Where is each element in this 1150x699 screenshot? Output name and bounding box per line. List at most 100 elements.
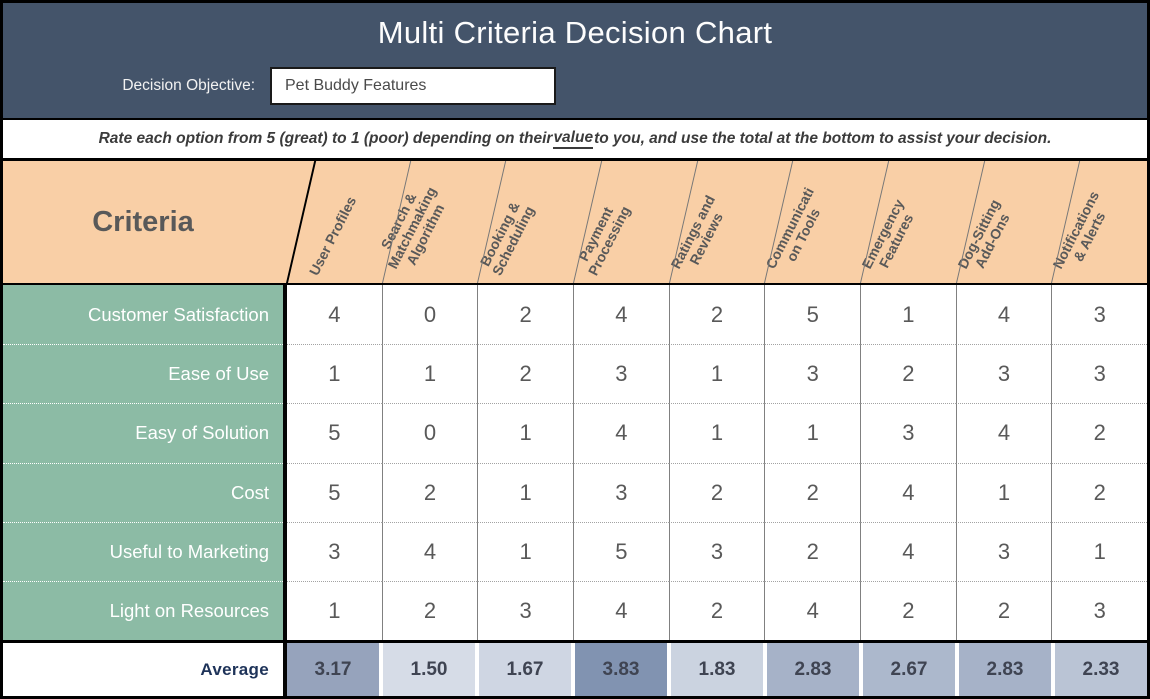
score-cell[interactable]: 2 — [477, 344, 574, 404]
score-cell[interactable]: 3 — [1051, 344, 1148, 404]
column-header-text: Dog-Sitting Add-Ons — [954, 196, 1013, 272]
score-cell[interactable]: 3 — [1051, 580, 1148, 641]
score-cell[interactable]: 5 — [287, 462, 382, 522]
score-cell[interactable]: 1 — [381, 344, 478, 404]
score-cell[interactable]: 1 — [477, 403, 574, 463]
average-cells: 3.17 1.50 1.67 3.83 1.83 2.83 2.67 2.83 2.33 — [283, 643, 1147, 696]
instruction-prefix: Rate each option from 5 (great) to 1 (po… — [98, 130, 553, 147]
score-cell[interactable]: 3 — [860, 403, 956, 463]
score-cell[interactable]: 4 — [573, 285, 669, 345]
objective-label: Decision Objective: — [122, 77, 255, 94]
score-cell[interactable]: 3 — [477, 580, 574, 641]
score-cell[interactable]: 1 — [860, 285, 956, 345]
score-cell[interactable]: 1 — [955, 462, 1052, 522]
score-cell[interactable]: 2 — [1051, 462, 1148, 522]
score-cell[interactable]: 1 — [1051, 521, 1148, 581]
row-label[interactable]: Customer Satisfaction — [3, 285, 283, 345]
score-cell[interactable]: 2 — [860, 580, 956, 641]
criteria-row: Cost 5 2 1 3 2 2 4 1 2 — [3, 462, 1148, 522]
score-cell[interactable]: 1 — [477, 462, 574, 522]
score-cell[interactable]: 2 — [668, 580, 765, 641]
average-cell: 2.67 — [863, 643, 955, 696]
score-cell[interactable]: 4 — [573, 580, 669, 641]
score-cell[interactable]: 3 — [764, 344, 861, 404]
row-label[interactable]: Ease of Use — [3, 344, 283, 404]
score-cell[interactable]: 4 — [764, 580, 861, 641]
score-cell[interactable]: 2 — [1051, 403, 1148, 463]
criteria-header-cell: Criteria — [92, 205, 194, 238]
instruction-text: Rate each option from 5 (great) to 1 (po… — [3, 120, 1147, 161]
objective-input[interactable] — [270, 67, 556, 105]
average-row: Average 3.17 1.50 1.67 3.83 1.83 2.83 2.67 2.83… — [3, 643, 1147, 696]
score-cell[interactable]: 4 — [955, 285, 1052, 345]
score-cell[interactable]: 3 — [573, 462, 669, 522]
score-cell[interactable]: 1 — [668, 403, 765, 463]
score-cell[interactable]: 4 — [860, 462, 956, 522]
score-cell[interactable]: 3 — [573, 344, 669, 404]
column-header-text: Communicati on Tools — [762, 184, 824, 272]
row-label[interactable]: Cost — [3, 462, 283, 522]
score-cell[interactable]: 4 — [573, 403, 669, 463]
average-cell: 2.83 — [767, 643, 859, 696]
scores-grid: Customer Satisfaction 4 0 2 4 2 5 1 4 3 Ease of Us… — [3, 285, 1148, 641]
score-cell[interactable]: 2 — [381, 462, 478, 522]
score-cell[interactable]: 0 — [381, 403, 478, 463]
score-cell[interactable]: 2 — [764, 521, 861, 581]
score-cell[interactable]: 5 — [287, 403, 382, 462]
score-cell[interactable]: 4 — [955, 403, 1052, 463]
score-cell[interactable]: 1 — [764, 403, 861, 463]
score-cell[interactable]: 0 — [381, 285, 478, 345]
score-cell[interactable]: 3 — [955, 344, 1052, 404]
criteria-row: Customer Satisfaction 4 0 2 4 2 5 1 4 3 — [3, 285, 1147, 345]
score-cell[interactable]: 2 — [955, 580, 1052, 641]
score-cell[interactable]: 4 — [860, 521, 956, 581]
average-cell: 1.83 — [671, 643, 763, 696]
score-cell[interactable]: 2 — [860, 344, 956, 404]
score-cell[interactable]: 3 — [287, 521, 382, 581]
score-cell[interactable]: 2 — [477, 285, 573, 345]
average-cell: 2.33 — [1055, 643, 1147, 696]
score-cell[interactable]: 1 — [287, 344, 382, 403]
score-cell[interactable]: 4 — [328, 301, 341, 327]
objective-row: Decision Objective: — [3, 67, 556, 105]
score-cell[interactable]: 1 — [668, 344, 765, 404]
score-cell[interactable]: 3 — [955, 521, 1052, 581]
row-label[interactable]: Easy of Solution — [3, 403, 283, 463]
grid-average-divider — [3, 640, 1147, 643]
score-cell[interactable]: 2 — [764, 462, 861, 522]
score-cell[interactable]: 3 — [1051, 285, 1147, 345]
criteria-row: Easy of Solution 5 0 1 4 1 1 3 4 2 — [3, 403, 1148, 463]
column-header-text: User Profiles — [305, 193, 360, 278]
score-cell[interactable]: 5 — [573, 521, 669, 581]
score-cell[interactable]: 3 — [668, 521, 765, 581]
score-cell[interactable]: 1 — [477, 521, 574, 581]
page-title: Multi Criteria Decision Chart — [377, 15, 773, 50]
score-cell[interactable]: 1 — [287, 580, 382, 640]
column-header-text: Emergency Features — [858, 196, 917, 272]
score-cell[interactable]: 5 — [764, 285, 860, 345]
criteria-row: Useful to Marketing 3 4 1 5 3 2 4 3 1 — [3, 521, 1148, 581]
average-cell: 3.83 — [575, 643, 667, 696]
score-cell[interactable]: 2 — [668, 462, 765, 522]
instruction-underlined-word: value — [553, 129, 594, 149]
average-cell: 2.83 — [959, 643, 1051, 696]
score-cell[interactable]: 4 — [381, 521, 478, 581]
row-label[interactable]: Useful to Marketing — [3, 521, 283, 581]
column-header-text: Ratings and Reviews — [667, 192, 726, 272]
column-header-text: Payment Processing — [575, 203, 634, 278]
score-cell[interactable]: 2 — [668, 285, 765, 345]
column-header-band: Criteria User Profiles Search & Matchmaki… — [3, 161, 1147, 285]
average-cell: 1.67 — [479, 643, 571, 696]
score-cell[interactable]: 2 — [381, 580, 478, 641]
instruction-suffix: to you, and use the total at the bottom … — [594, 130, 1052, 147]
column-header-text: Booking & Scheduling — [476, 199, 538, 278]
criteria-row: Light on Resources 1 2 3 4 2 4 2 2 3 — [3, 580, 1148, 641]
row-label[interactable]: Light on Resources — [3, 580, 283, 641]
average-cell: 3.17 — [287, 643, 379, 696]
